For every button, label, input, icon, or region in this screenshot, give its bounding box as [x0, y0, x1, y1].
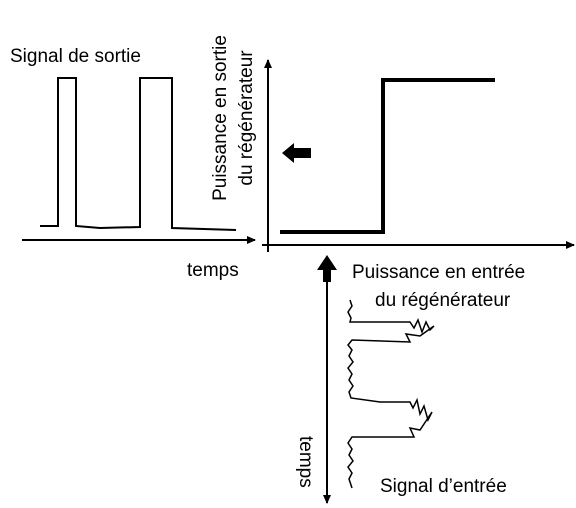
horizontal-axis-label-2: du régénérateur [375, 290, 511, 311]
input-signal-label: Signal d’entrée [380, 476, 507, 497]
vertical-axis-label-2: du régénérateur [236, 50, 257, 186]
output-signal-trace [40, 77, 237, 231]
output-signal-label: Signal de sortie [10, 46, 141, 67]
output-time-label: temps [187, 260, 239, 281]
vertical-axis-label-1: Puissance en sortie [210, 35, 231, 201]
transfer-curve [280, 78, 495, 234]
input-signal-trace [347, 299, 435, 489]
up-arrow [317, 255, 337, 282]
input-time-label: temps [295, 436, 316, 488]
horizontal-axis-label-1: Puissance en entrée [352, 262, 525, 283]
left-arrow [282, 143, 311, 163]
